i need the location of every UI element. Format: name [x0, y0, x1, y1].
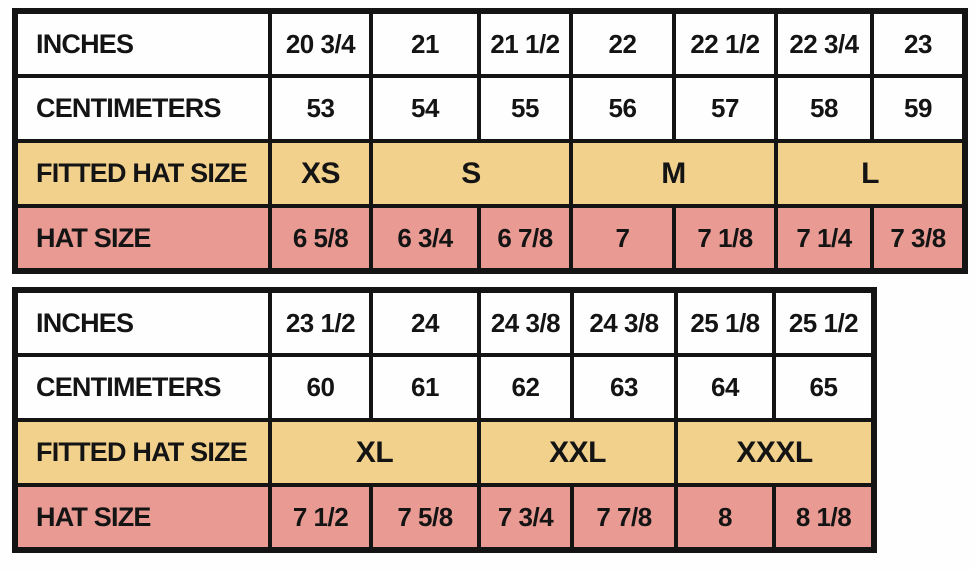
- centimeters-value: 54: [369, 74, 481, 143]
- centimeters-value: 58: [774, 74, 874, 143]
- centimeters-value: 60: [268, 353, 373, 422]
- inches-value: 22 1/2: [672, 9, 778, 78]
- table-row: INCHES 23 1/2 24 24 3/8 24 3/8 25 1/8 25…: [13, 288, 876, 357]
- row-label-hat-size: HAT SIZE: [13, 483, 272, 552]
- row-label-fitted-hat-size: FITTED HAT SIZE: [13, 418, 272, 487]
- hat-size-value: 7 3/4: [477, 483, 574, 552]
- table-row: HAT SIZE 7 1/2 7 5/8 7 3/4 7 7/8 8 8 1/8: [13, 483, 876, 552]
- inches-value: 24 3/8: [570, 288, 678, 357]
- table-row: HAT SIZE 6 5/8 6 3/4 6 7/8 7 7 1/8 7 1/4…: [13, 204, 967, 273]
- fitted-size-value: S: [369, 139, 573, 208]
- fitted-size-value: L: [774, 139, 967, 208]
- hat-size-chart-small-sizes: INCHES 20 3/4 21 21 1/2 22 22 1/2 22 3/4…: [12, 8, 968, 274]
- row-label-hat-size: HAT SIZE: [13, 204, 272, 273]
- hat-size-value: 8: [674, 483, 776, 552]
- hat-size-chart-page: INCHES 20 3/4 21 21 1/2 22 22 1/2 22 3/4…: [0, 8, 975, 570]
- inches-value: 21: [369, 9, 481, 78]
- table-row: FITTED HAT SIZE XL XXL XXXL: [13, 418, 876, 487]
- inches-value: 24 3/8: [477, 288, 574, 357]
- centimeters-value: 57: [672, 74, 778, 143]
- crop-artifact-tick: [37, 8, 43, 13]
- table-row: CENTIMETERS 60 61 62 63 64 65: [13, 353, 876, 422]
- hat-size-value: 7 1/8: [672, 204, 778, 273]
- row-label-centimeters: CENTIMETERS: [13, 353, 272, 422]
- centimeters-value: 55: [477, 74, 573, 143]
- crop-artifact-tick: [267, 8, 273, 13]
- table-row: CENTIMETERS 53 54 55 56 57 58 59: [13, 74, 967, 143]
- inches-value: 22: [569, 9, 676, 78]
- crop-artifact-tick: [480, 8, 486, 13]
- hat-size-value: 7 3/8: [870, 204, 967, 273]
- crop-artifact-tick: [677, 8, 683, 13]
- row-label-fitted-hat-size: FITTED HAT SIZE: [13, 139, 272, 208]
- hat-size-value: 7 1/4: [774, 204, 874, 273]
- row-label-centimeters: CENTIMETERS: [13, 74, 272, 143]
- inches-value: 23 1/2: [268, 288, 373, 357]
- centimeters-value: 61: [369, 353, 481, 422]
- hat-size-value: 7 7/8: [570, 483, 678, 552]
- hat-size-value: 8 1/8: [772, 483, 876, 552]
- table-row: INCHES 20 3/4 21 21 1/2 22 22 1/2 22 3/4…: [13, 9, 967, 78]
- crop-artifact-tick: [778, 8, 784, 13]
- crop-artifact-tick: [370, 8, 376, 13]
- fitted-size-value: XL: [268, 418, 481, 487]
- hat-size-value: 6 3/4: [369, 204, 481, 273]
- crop-artifact-tick: [875, 8, 881, 13]
- centimeters-value: 63: [570, 353, 678, 422]
- fitted-size-value: M: [569, 139, 778, 208]
- hat-size-value: 7: [569, 204, 676, 273]
- hat-size-value: 7 1/2: [268, 483, 373, 552]
- inches-value: 21 1/2: [477, 9, 573, 78]
- centimeters-value: 62: [477, 353, 574, 422]
- fitted-size-value: XXXL: [674, 418, 876, 487]
- centimeters-value: 59: [870, 74, 967, 143]
- hat-size-chart-large-sizes: INCHES 23 1/2 24 24 3/8 24 3/8 25 1/8 25…: [12, 287, 877, 553]
- inches-value: 24: [369, 288, 481, 357]
- row-label-inches: INCHES: [13, 288, 272, 357]
- crop-artifact-tick: [952, 8, 958, 13]
- centimeters-value: 65: [772, 353, 876, 422]
- inches-value: 22 3/4: [774, 9, 874, 78]
- hat-size-value: 6 5/8: [268, 204, 373, 273]
- centimeters-value: 53: [268, 74, 373, 143]
- crop-artifact-tick: [572, 8, 578, 13]
- centimeters-value: 64: [674, 353, 776, 422]
- inches-value: 23: [870, 9, 967, 78]
- inches-value: 25 1/8: [674, 288, 776, 357]
- fitted-size-value: XS: [268, 139, 373, 208]
- inches-value: 20 3/4: [268, 9, 373, 78]
- centimeters-value: 56: [569, 74, 676, 143]
- inches-value: 25 1/2: [772, 288, 876, 357]
- hat-size-value: 6 7/8: [477, 204, 573, 273]
- fitted-size-value: XXL: [477, 418, 678, 487]
- row-label-inches: INCHES: [13, 9, 272, 78]
- hat-size-value: 7 5/8: [369, 483, 481, 552]
- table-row: FITTED HAT SIZE XS S M L: [13, 139, 967, 208]
